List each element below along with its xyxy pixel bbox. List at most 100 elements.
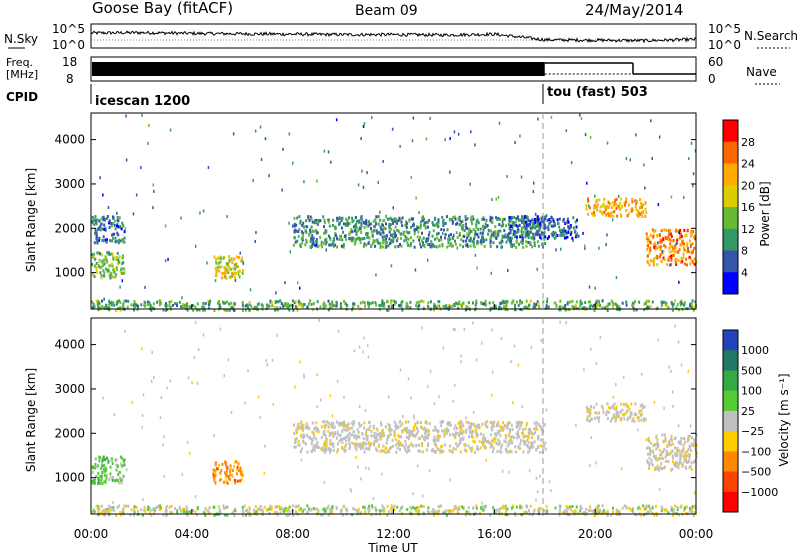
data-cell [415, 227, 418, 231]
scatter-cell [331, 414, 334, 418]
y-tick-label: 1000 [54, 471, 85, 485]
data-cell [470, 215, 473, 219]
data-cell [417, 226, 419, 230]
data-cell [527, 431, 530, 435]
data-cell [135, 506, 138, 509]
data-cell [225, 461, 227, 465]
data-cell [693, 235, 695, 239]
data-cell [256, 303, 259, 307]
data-cell [434, 427, 437, 431]
data-cell [627, 212, 630, 216]
scatter-cell [429, 116, 431, 120]
scatter-cell [152, 206, 154, 210]
data-cell [108, 225, 111, 229]
data-cell [155, 506, 158, 510]
data-cell [233, 257, 236, 261]
scatter-cell [252, 179, 254, 183]
data-cell [680, 505, 683, 509]
data-cell [510, 216, 513, 220]
scatter-cell [193, 356, 196, 359]
data-cell [104, 458, 106, 462]
scatter-cell [180, 216, 182, 220]
data-cell [196, 302, 199, 306]
scatter-cell [589, 464, 591, 468]
data-cell [454, 447, 457, 451]
data-cell [188, 510, 191, 514]
data-cell [283, 507, 286, 511]
scatter-cell [230, 410, 233, 414]
data-cell [108, 299, 111, 303]
data-cell [687, 250, 690, 253]
data-cell [482, 443, 485, 447]
data-cell [345, 439, 347, 443]
scatter-cell [449, 137, 451, 141]
data-cell [417, 429, 420, 433]
data-cell [377, 241, 380, 245]
data-cell [444, 222, 447, 225]
data-cell [682, 242, 685, 246]
date-title: 24/May/2014 [585, 1, 683, 19]
data-cell [366, 434, 369, 438]
data-cell [569, 505, 572, 509]
data-cell [237, 270, 240, 274]
noise-left-tick-top: 10^5 [52, 22, 85, 36]
data-cell [118, 260, 121, 264]
data-cell [550, 224, 553, 228]
data-cell [628, 407, 631, 411]
data-cell [638, 211, 641, 215]
data-cell [118, 481, 121, 485]
data-cell [646, 504, 649, 508]
data-cell [354, 434, 356, 438]
data-cell [603, 210, 606, 214]
data-cell [395, 425, 398, 429]
data-cell [561, 230, 564, 234]
data-cell [532, 432, 535, 436]
data-cell [516, 430, 519, 434]
data-cell [663, 228, 666, 232]
data-cell [228, 258, 231, 262]
data-cell [670, 239, 673, 243]
scatter-cell [644, 186, 646, 190]
data-cell [275, 511, 278, 515]
data-cell [353, 302, 356, 306]
data-cell [230, 467, 233, 471]
data-cell [368, 223, 371, 227]
data-cell [472, 422, 475, 426]
data-cell [690, 467, 693, 471]
data-cell [651, 506, 654, 510]
data-cell [462, 239, 465, 243]
data-cell [616, 509, 619, 513]
data-cell [620, 402, 623, 406]
scatter-cell [536, 267, 538, 271]
data-cell [670, 254, 673, 258]
data-cell [458, 420, 461, 424]
data-cell [457, 216, 460, 220]
data-cell [690, 302, 693, 306]
data-cell [110, 303, 113, 307]
scatter-cell [389, 433, 391, 437]
data-cell [445, 427, 448, 431]
scatter-cell [162, 443, 164, 447]
data-cell [385, 222, 387, 226]
data-cell [385, 446, 388, 450]
data-cell [324, 448, 327, 452]
data-cell [333, 431, 336, 435]
data-cell [237, 265, 240, 269]
data-cell [661, 456, 664, 460]
data-cell [381, 235, 384, 239]
data-cell [522, 230, 525, 234]
data-cell [614, 202, 617, 206]
data-cell [606, 304, 609, 308]
data-cell [675, 460, 678, 464]
scatter-cell [147, 141, 149, 145]
data-cell [362, 437, 365, 441]
data-cell [287, 302, 290, 306]
data-cell [185, 507, 188, 511]
data-cell [520, 229, 523, 233]
data-cell [678, 440, 681, 444]
data-cell [598, 411, 600, 415]
data-cell [636, 214, 639, 218]
data-cell [481, 436, 484, 440]
data-cell [508, 442, 511, 446]
data-cell [412, 239, 415, 243]
